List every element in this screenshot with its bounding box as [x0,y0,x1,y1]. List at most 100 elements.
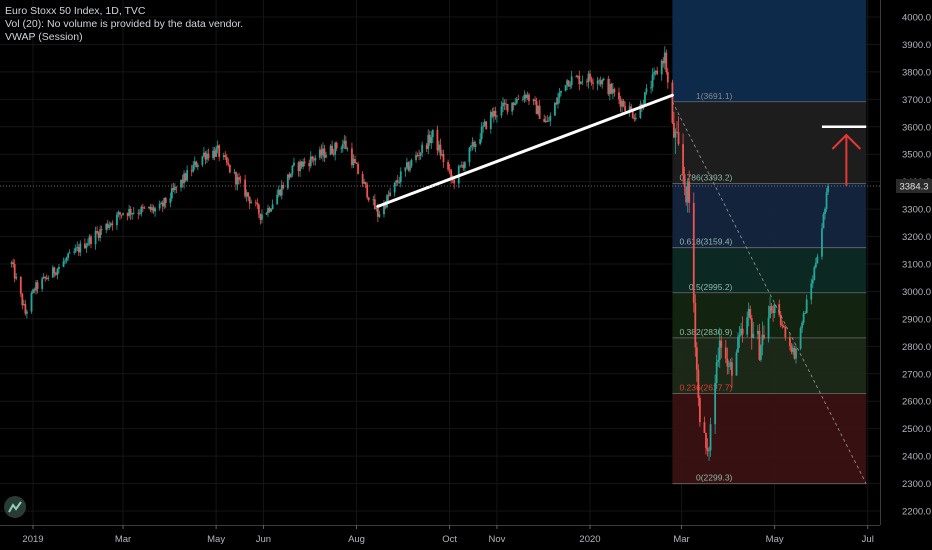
candle-body [673,122,675,138]
candle-body [297,162,300,172]
candle-body [430,137,433,144]
candle-body [218,145,221,157]
candle-body [570,76,573,86]
time-tick-label: Mar [115,534,131,545]
candle-body [665,52,668,73]
candle-body [427,134,430,149]
candle-body [578,75,581,85]
candle-body [695,347,698,370]
candle-body [515,99,518,104]
candle-body [425,144,428,149]
candle-body [367,197,370,201]
candle-body [12,262,15,265]
candle-body [228,164,231,173]
candle-body [58,266,60,270]
price-tick-label: 2500.0 [902,424,931,435]
candle-body [160,202,163,205]
candle-body [309,156,312,167]
candle-body [576,75,579,77]
candle-body [703,422,706,433]
candle-body [715,362,718,383]
candle-body [331,145,334,154]
candle-body [821,228,823,257]
candle-body [308,163,311,167]
candle-body [738,334,741,337]
candle-body [299,161,301,172]
candle-body [589,73,591,80]
candle-body [354,159,356,164]
logo-glyph-icon [8,501,22,513]
candlestick-series [10,46,829,461]
candle-body [303,161,306,164]
candle-body [109,223,112,226]
candle-body [610,83,613,94]
candle-body [10,262,13,264]
candle-body [132,212,135,214]
candle-body [282,184,285,189]
candle-body [822,214,825,229]
fib-level-label: 0.236(2627.7) [679,383,732,393]
candle-body [763,334,765,339]
candle-body [45,278,48,279]
candle-body [752,333,755,339]
candle-body [256,202,259,205]
candle-body [778,304,781,315]
candle-body [587,73,590,83]
candle-body [805,299,808,314]
candle-body [363,181,366,184]
candle-body [213,150,216,157]
candle-body [613,89,616,93]
candle-body [512,102,515,105]
candle-body [47,277,50,279]
candle-body [500,106,503,116]
candle-body [154,208,156,212]
candle-body [506,103,509,112]
candle-body [389,192,391,196]
time-tick-label: Jul [862,534,874,545]
candle-body [810,283,813,300]
candle-body [619,99,622,107]
candle-body [247,192,250,197]
candle-body [99,229,102,238]
candle-body [688,181,691,203]
candle-body [599,80,602,85]
candle-body [236,177,239,185]
candle-body [442,154,445,163]
candle-body [781,324,784,326]
candle-body [175,186,178,188]
candle-body [543,118,546,123]
candle-body [772,310,775,314]
candle-body [54,273,57,275]
tradingview-logo-icon[interactable] [4,496,26,518]
candle-body [799,328,802,349]
candle-body [618,92,620,100]
candle-body [128,208,131,216]
candle-body [320,149,323,156]
candle-body [44,276,47,279]
candle-body [151,207,153,210]
candle-body [482,125,485,127]
fib-level-label: 0(2299.3) [696,473,733,483]
candle-body [343,140,346,145]
candle-body [36,282,39,289]
candle-body [770,306,773,311]
candle-body [639,104,642,118]
candle-body [558,92,561,98]
candle-body [645,88,648,93]
candle-body [372,199,375,201]
fib-extension-zone [672,0,867,102]
candle-body [717,359,720,363]
candle-body [686,181,689,203]
candle-body [79,243,82,253]
candle-body [555,102,558,105]
candle-body [447,162,449,170]
price-tick-label: 3600.0 [902,122,931,133]
fib-zone [672,393,867,484]
candle-body [32,289,34,294]
candle-body [344,140,347,149]
candle-body [419,152,422,156]
candle-body [184,173,187,181]
candle-body [108,225,111,228]
candle-body [409,166,411,171]
